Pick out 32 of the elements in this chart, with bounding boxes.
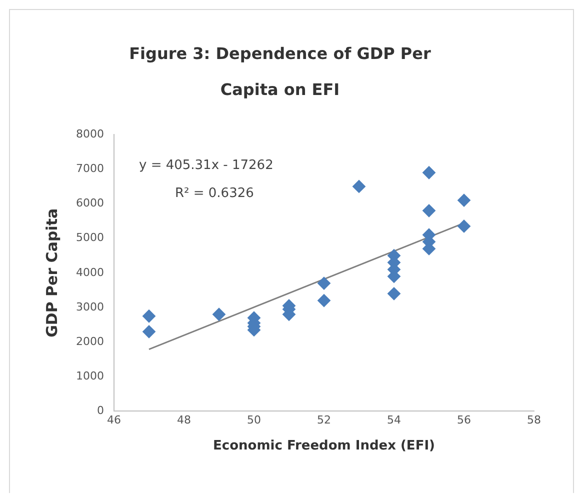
point (352, 180, 366, 193)
annotation: R² = 0.6326 (174, 186, 254, 201)
y-tick-label: 8000 (76, 127, 104, 140)
x-tick-label: 58 (527, 414, 541, 427)
x-tick-label: 46 (106, 414, 121, 427)
point (388, 287, 400, 300)
y-tick-label: 4000 (76, 266, 104, 279)
y-tick-label: 2000 (76, 334, 104, 348)
y-tick-label: 7000 (76, 162, 104, 176)
point (317, 294, 330, 308)
point (142, 325, 156, 338)
point (142, 310, 156, 323)
point (422, 204, 436, 218)
point (317, 276, 330, 290)
annotation: y = 405.31x - 17262 (138, 158, 274, 173)
y-tick-label: 6000 (76, 196, 104, 210)
y-axis-title: GDP Per Capita (42, 208, 61, 338)
x-tick-label: 48 (176, 414, 191, 427)
x-tick-label: 50 (246, 414, 261, 427)
point (212, 308, 226, 321)
point (458, 220, 470, 233)
y-tick-label: 3000 (76, 300, 104, 314)
x-tick-label: 54 (387, 414, 401, 427)
point (458, 194, 470, 207)
x-tick-label: 56 (457, 414, 471, 427)
point (422, 166, 436, 180)
x-axis-title: Economic Freedom Index (EFI) (213, 438, 435, 454)
y-tick-label: 5000 (76, 231, 104, 244)
y-tick-label: 0 (96, 404, 104, 418)
x-tick-label: 52 (316, 414, 331, 427)
y-tick-label: 1000 (76, 369, 104, 382)
chart-title: Figure 3: Dependence of GDP Per Capita on EFI (128, 43, 432, 101)
